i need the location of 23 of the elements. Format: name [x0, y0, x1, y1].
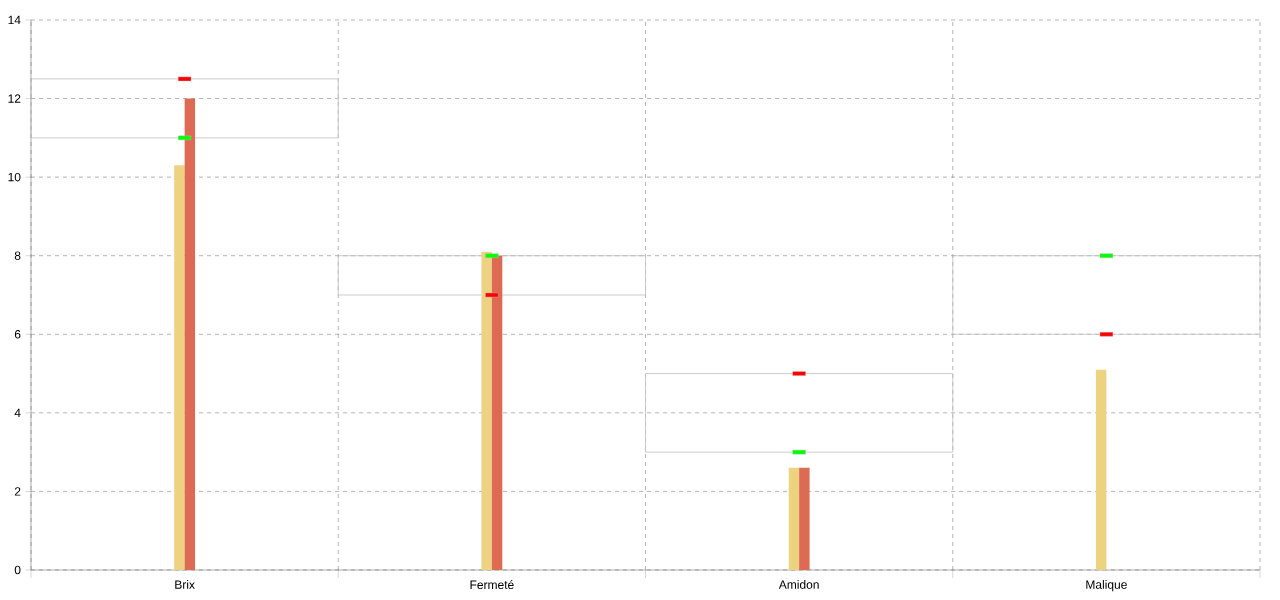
bar — [645, 373, 954, 453]
y-tick-label: 6 — [14, 330, 21, 339]
y-tick-label: 12 — [8, 94, 21, 103]
y-tick-label: 4 — [14, 408, 21, 417]
bar — [952, 255, 1261, 335]
y-tick-label: 14 — [8, 15, 21, 25]
bar — [788, 467, 800, 570]
bar — [174, 165, 185, 570]
bar — [799, 467, 810, 570]
bar — [481, 251, 492, 570]
bar — [491, 255, 503, 570]
y-tick-label: 10 — [8, 172, 21, 182]
y-tick-label: 2 — [14, 487, 21, 496]
x-tick-label: Amidon — [778, 580, 819, 589]
y-tick-label: 0 — [14, 565, 21, 575]
x-tick-label: Fermeté — [470, 580, 514, 590]
bar — [337, 255, 646, 296]
bar — [1095, 369, 1107, 570]
x-tick-label: Brix — [175, 580, 195, 589]
bar — [184, 98, 196, 570]
bar — [30, 78, 339, 139]
y-tick-label: 8 — [14, 251, 21, 260]
x-tick-label: Malique — [1086, 580, 1127, 592]
